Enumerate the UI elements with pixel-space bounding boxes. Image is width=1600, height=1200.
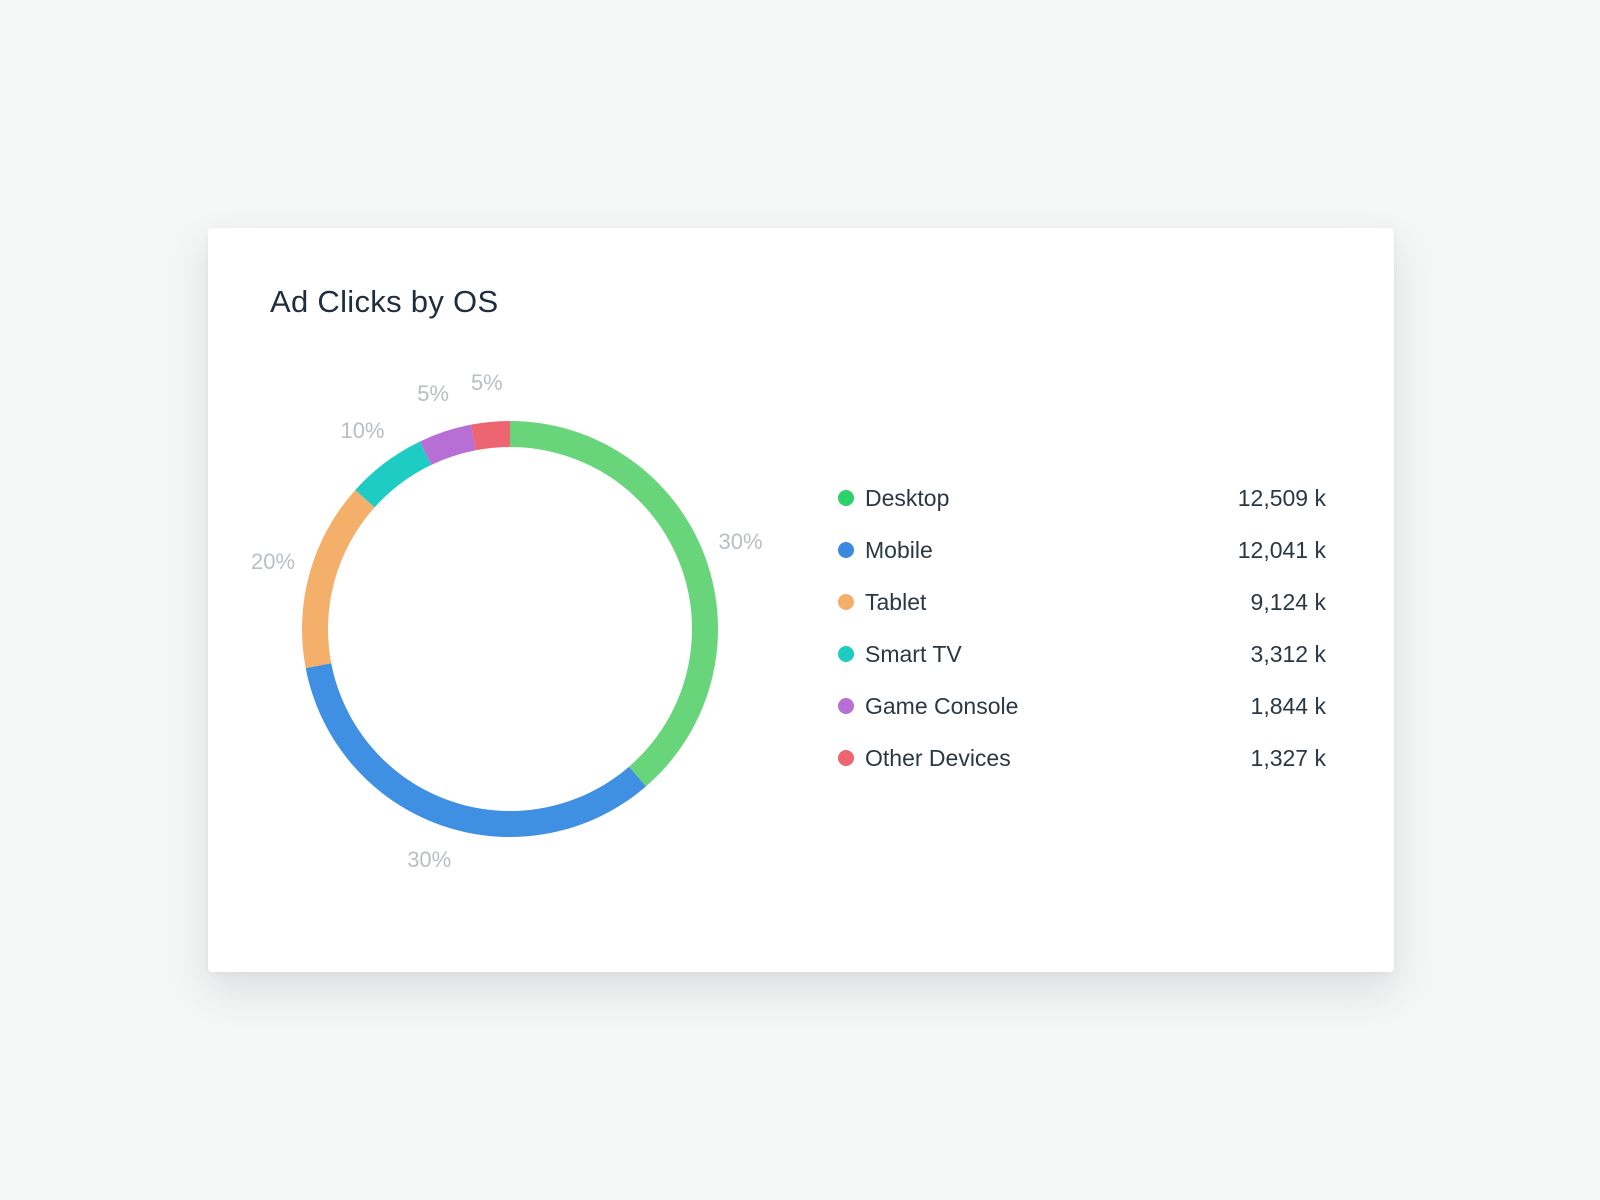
legend-item-smart-tv: Smart TV 3,312 k: [838, 628, 1326, 680]
donut-slice-desktop: [510, 421, 718, 787]
chart-card: Ad Clicks by OS 30% 30% 20% 10% 5% 5% Desktop…: [208, 228, 1394, 972]
percent-label-smart-tv: 10%: [340, 418, 384, 443]
legend-item-game-console: Game Console 1,844 k: [838, 680, 1326, 732]
legend-value: 1,844 k: [1250, 692, 1326, 719]
donut-slice-game-console: [420, 424, 476, 465]
donut-slice-smart-tv: [355, 441, 432, 508]
donut-slice-mobile: [305, 663, 646, 837]
legend-value: 9,124 k: [1250, 588, 1326, 615]
legend-value: 1,327 k: [1250, 744, 1326, 771]
legend-value: 12,509 k: [1237, 484, 1326, 511]
legend-value: 12,041 k: [1237, 536, 1326, 563]
donut-slices: [302, 421, 718, 837]
legend-item-other-devices: Other Devices 1,327 k: [838, 732, 1326, 784]
percent-label-tablet: 20%: [251, 549, 295, 574]
donut-percent-labels: 30% 30% 20% 10% 5% 5%: [251, 370, 763, 872]
legend-item-tablet: Tablet 9,124 k: [838, 576, 1326, 628]
legend-label: Mobile: [865, 536, 933, 563]
donut-chart: 30% 30% 20% 10% 5% 5%: [251, 370, 763, 872]
chart-legend: Desktop 12,509 k Mobile 12,041 k Tablet …: [838, 472, 1326, 784]
donut-slice-other-devices: [471, 421, 510, 451]
percent-label-game-console: 5%: [417, 381, 449, 406]
percent-label-mobile: 30%: [407, 847, 451, 872]
percent-label-desktop: 30%: [719, 529, 763, 554]
legend-dot: [838, 698, 854, 714]
donut-slice-tablet: [302, 489, 375, 669]
legend-item-mobile: Mobile 12,041 k: [838, 524, 1326, 576]
legend-dot: [838, 646, 854, 662]
percent-label-other-devices: 5%: [471, 370, 503, 395]
legend-dot: [838, 594, 854, 610]
legend-label: Desktop: [865, 484, 950, 511]
legend-value: 3,312 k: [1250, 640, 1326, 667]
legend-dot: [838, 490, 854, 506]
legend-label: Other Devices: [865, 744, 1011, 771]
chart-title: Ad Clicks by OS: [270, 284, 499, 319]
legend-label: Smart TV: [865, 640, 962, 667]
legend-item-desktop: Desktop 12,509 k: [838, 472, 1326, 524]
legend-label: Tablet: [865, 588, 927, 615]
legend-dot: [838, 750, 854, 766]
legend-label: Game Console: [865, 692, 1019, 719]
legend-dot: [838, 542, 854, 558]
